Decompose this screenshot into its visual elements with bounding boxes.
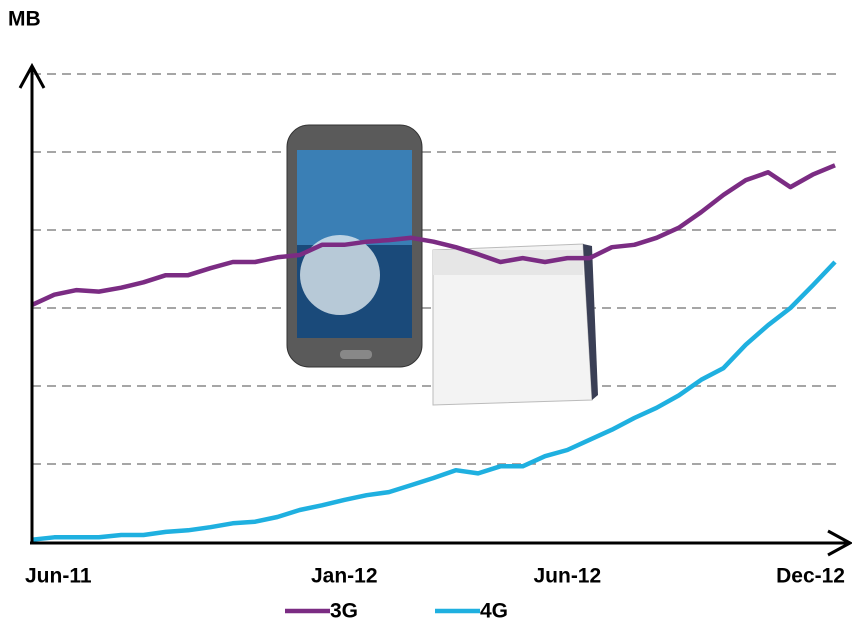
x-axis-arrow <box>827 529 852 557</box>
y-axis-label: MB <box>8 8 41 31</box>
router-image <box>432 243 598 406</box>
legend-label: 3G <box>330 600 358 623</box>
phone-image <box>286 124 423 368</box>
y-axis-arrow <box>18 62 46 89</box>
x-tick-label: Jan-12 <box>311 565 378 588</box>
line-series <box>31 163 836 307</box>
x-tick-label: Dec-12 <box>776 565 845 588</box>
x-tick-label: Jun-11 <box>25 565 92 588</box>
line-series <box>31 260 837 542</box>
x-tick-label: Jun-12 <box>533 565 601 588</box>
legend-label: 4G <box>480 600 508 623</box>
